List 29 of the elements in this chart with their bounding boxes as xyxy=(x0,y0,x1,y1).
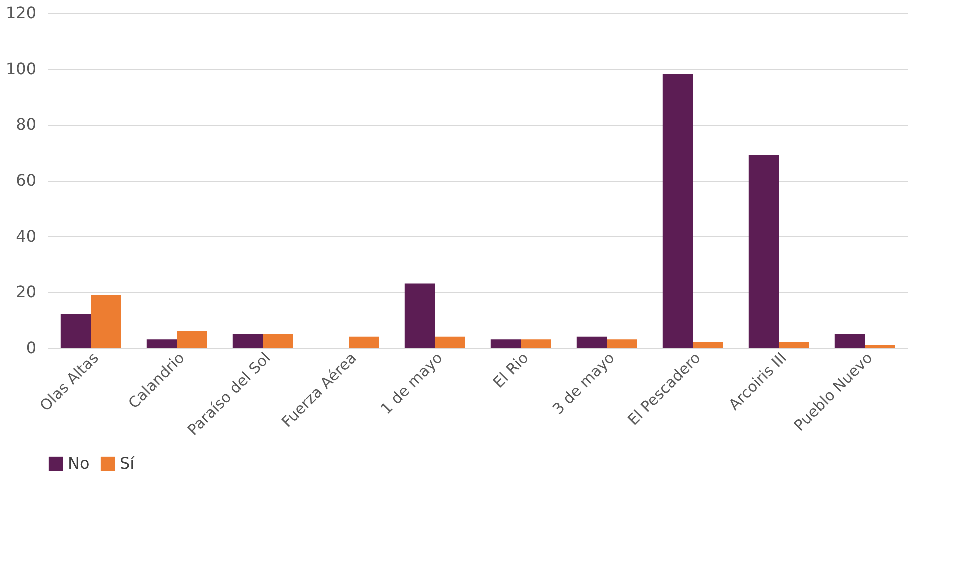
bar xyxy=(576,336,607,348)
bar xyxy=(834,334,865,348)
bar xyxy=(779,342,810,348)
bar xyxy=(349,336,380,348)
y-tick-label: 80 xyxy=(16,115,36,134)
bar xyxy=(521,340,552,348)
bar xyxy=(263,334,294,348)
y-tick-label: 20 xyxy=(16,282,36,302)
bar xyxy=(662,74,693,348)
bar xyxy=(91,294,122,348)
y-tick-label: 0 xyxy=(26,338,36,358)
y-tick-label: 40 xyxy=(16,226,36,246)
y-tick-label: 60 xyxy=(16,171,36,190)
legend-label: No xyxy=(68,454,90,473)
bar xyxy=(748,155,779,348)
bar xyxy=(693,342,724,348)
x-tick-label: El Rio xyxy=(490,349,532,392)
bar xyxy=(607,340,638,348)
bar xyxy=(232,334,263,348)
y-tick-label: 120 xyxy=(6,4,36,22)
bar xyxy=(177,331,208,348)
bar xyxy=(404,284,435,348)
legend-label: Sí xyxy=(120,454,136,473)
bar xyxy=(146,340,177,348)
bar xyxy=(865,345,896,348)
bar xyxy=(435,336,466,348)
bar xyxy=(60,314,91,348)
y-tick-label: 100 xyxy=(6,59,36,78)
bar xyxy=(490,340,521,348)
